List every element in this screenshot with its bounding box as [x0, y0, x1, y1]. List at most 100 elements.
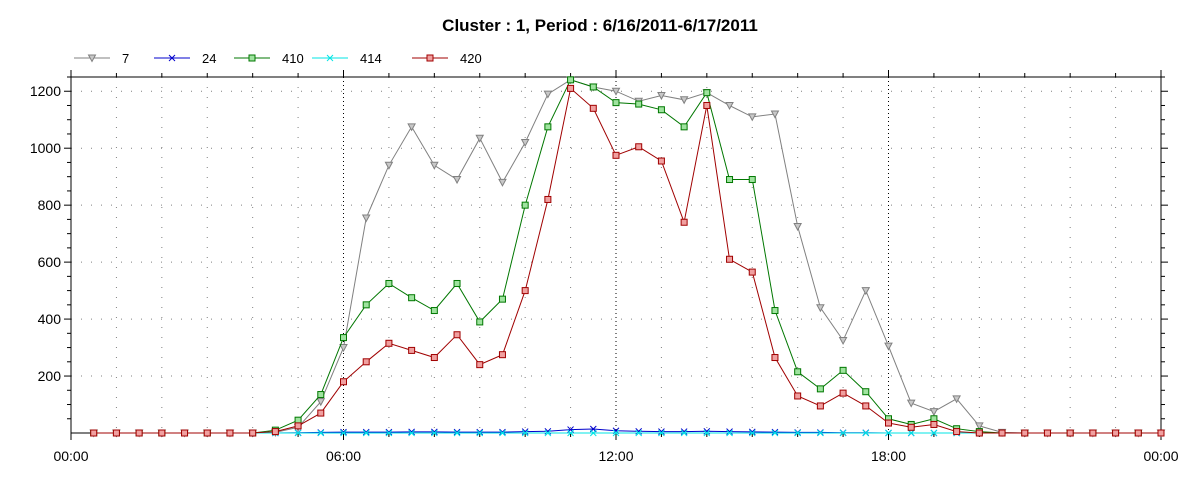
series-420: [90, 84, 1165, 437]
data-point: [1066, 429, 1074, 437]
data-point: [476, 429, 484, 437]
marker-stroke: [326, 54, 334, 62]
data-point: [362, 429, 370, 437]
data-point: [929, 408, 939, 417]
data-point: [429, 161, 439, 170]
data-point: [361, 214, 371, 223]
data-point: [771, 354, 779, 362]
marker-stroke: [476, 429, 484, 437]
data-point: [838, 336, 848, 345]
legend-item-414: 414: [312, 51, 382, 66]
data-point: [362, 358, 370, 366]
data-point: [453, 428, 461, 436]
data-point: [726, 255, 734, 263]
marker-stroke: [589, 429, 597, 437]
x-tick-label: 00:00: [1143, 448, 1178, 464]
data-point: [1021, 429, 1029, 437]
data-point: [317, 391, 325, 399]
legend-item-410: 410: [234, 51, 304, 66]
data-point: [816, 385, 824, 393]
data-point: [748, 428, 756, 436]
data-point: [771, 428, 779, 436]
data-point: [476, 318, 484, 326]
marker-stroke: [453, 429, 461, 437]
legend-item-7: 7: [74, 51, 129, 66]
legend-label: 24: [202, 51, 216, 66]
data-point: [544, 195, 552, 203]
marker-stroke: [408, 429, 415, 437]
legend-label: 410: [282, 51, 304, 66]
marker-stroke: [658, 429, 665, 437]
data-point: [430, 429, 438, 437]
marker-stroke: [294, 429, 302, 437]
data-point: [567, 429, 574, 437]
series-line-7: [93, 79, 1161, 434]
data-point: [679, 96, 689, 105]
data-point: [408, 346, 416, 354]
data-point: [635, 100, 643, 108]
data-point: [249, 429, 257, 437]
data-point: [226, 429, 234, 437]
marker-stroke: [567, 429, 574, 437]
data-point: [453, 331, 461, 339]
data-point: [862, 388, 870, 396]
marker-stroke: [521, 429, 529, 437]
marker-stroke: [862, 429, 870, 437]
data-point: [770, 110, 780, 119]
marker-stroke: [362, 429, 370, 437]
data-point: [953, 428, 961, 436]
data-point: [703, 89, 711, 97]
data-point: [703, 429, 711, 437]
data-point: [930, 429, 938, 437]
legend-item-24: 24: [154, 51, 216, 66]
x-tick-label: 18:00: [871, 448, 906, 464]
data-point: [521, 428, 529, 435]
marker-stroke: [726, 428, 733, 435]
data-point: [861, 287, 871, 296]
marker-stroke: [907, 429, 915, 437]
data-point: [1089, 429, 1097, 437]
legend-marker: [168, 54, 176, 62]
data-point: [430, 307, 438, 315]
y-tick-label: 400: [38, 311, 62, 327]
axes: 00:00 06:00 12:00 18:00 00:00 200 400 600 800 100…: [30, 70, 1179, 464]
marker-stroke: [771, 428, 779, 436]
data-point: [271, 428, 279, 436]
data-point: [385, 279, 393, 287]
data-point: [794, 368, 802, 376]
data-point: [862, 429, 870, 437]
data-point: [498, 351, 506, 359]
legend-marker: [248, 54, 256, 62]
data-point: [203, 429, 211, 437]
data-point: [589, 429, 597, 437]
data-point: [112, 429, 120, 437]
x-tick-label: 00:00: [53, 448, 88, 464]
marker-stroke: [499, 428, 506, 436]
data-point: [181, 429, 189, 437]
marker-stroke: [430, 428, 438, 436]
marker-stroke: [658, 428, 665, 435]
data-point: [748, 268, 756, 276]
data-point: [862, 402, 870, 410]
data-point: [657, 106, 665, 114]
data-point: [794, 429, 802, 437]
data-point: [498, 178, 507, 187]
marker-stroke: [794, 429, 802, 437]
marker-stroke: [317, 429, 325, 437]
y-tick-label: 1000: [30, 140, 61, 156]
data-point: [499, 429, 506, 437]
data-point: [1043, 429, 1051, 437]
series-410: [90, 76, 1165, 437]
data-point: [294, 422, 302, 430]
marker-stroke: [839, 429, 847, 437]
marker-stroke: [748, 428, 756, 436]
data-point: [794, 392, 802, 400]
data-point: [611, 87, 621, 96]
data-point: [612, 151, 620, 159]
data-point: [520, 139, 530, 148]
data-point: [612, 429, 620, 437]
data-point: [544, 429, 552, 437]
data-point: [294, 429, 302, 437]
data-point: [680, 428, 688, 435]
data-point: [816, 304, 825, 313]
